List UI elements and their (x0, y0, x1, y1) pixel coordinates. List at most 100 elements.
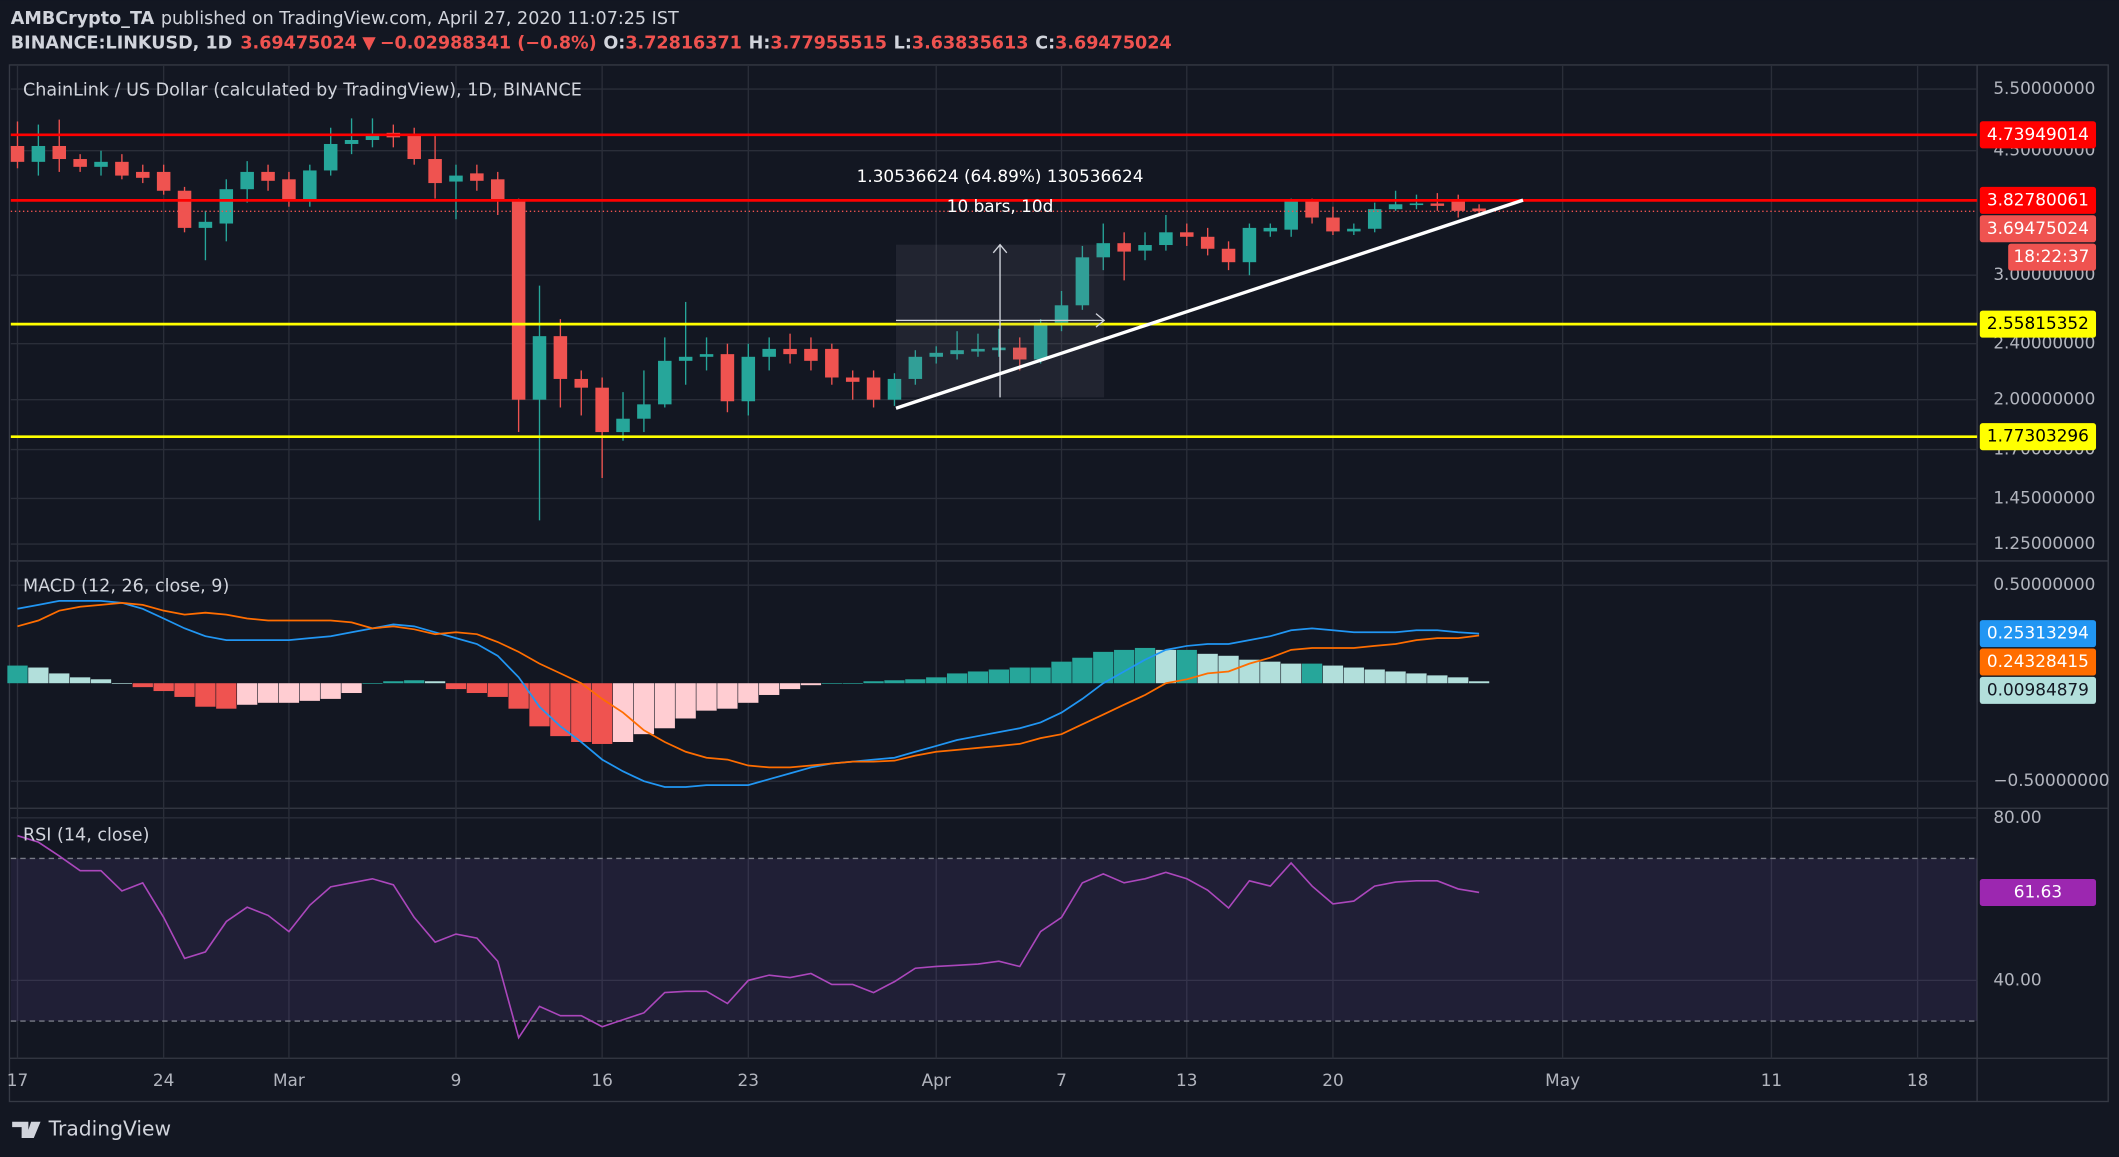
histogram-bar (49, 673, 70, 684)
candle-body (762, 348, 776, 357)
histogram-bar (28, 667, 49, 684)
candle-body (1117, 243, 1131, 252)
candle-body (595, 387, 609, 433)
x-tick-label: 20 (1322, 1070, 1343, 1090)
candle-body (720, 354, 735, 402)
candle-body (1263, 227, 1278, 232)
histogram-bar (153, 683, 174, 692)
histogram-bar (1176, 649, 1197, 684)
candle-body (553, 336, 568, 379)
rsi-value-label-box (1979, 878, 2097, 906)
candle-body (804, 348, 818, 361)
histogram-bar (1009, 667, 1030, 684)
histogram-bar (404, 680, 425, 684)
level-label-box (1979, 423, 2097, 451)
candle-body (929, 352, 943, 357)
ohlc-value: 3.69475024 (1055, 33, 1172, 53)
rsi-line (17, 834, 1480, 1040)
histogram-bar (550, 683, 571, 737)
measure-sub: 10 bars, 10d (947, 196, 1054, 216)
ohlc-label: L: (894, 33, 912, 53)
countdown: 18:22:37 (2014, 246, 2090, 266)
symbol-line: BINANCE:LINKUSD, 1D 3.69475024 ▼ −0.0298834… (11, 33, 1172, 53)
histogram-bar (946, 673, 968, 684)
series-value-label-box (1979, 620, 2097, 648)
y-tick-label: 1.45000000 (1993, 487, 2095, 507)
logo (12, 1121, 41, 1138)
last-price-label: 3.69475024 (1987, 218, 2089, 238)
histogram-bar (633, 683, 655, 735)
x-tick-label: 18 (1907, 1070, 1928, 1090)
histogram-bar (884, 680, 905, 684)
candle-body (1075, 257, 1090, 306)
candle-body (783, 348, 797, 355)
histogram-bar (111, 683, 133, 684)
candle-body (1138, 245, 1152, 251)
candle-body (261, 171, 275, 181)
histogram-bar (424, 681, 446, 684)
symbol: BINANCE:LINKUSD, 1D (11, 33, 232, 53)
histogram-bar (967, 671, 989, 684)
x-tick-label: 11 (1761, 1070, 1782, 1090)
candle-body (1284, 201, 1298, 230)
candle-body (825, 348, 839, 378)
histogram-value-label-box (1979, 676, 2097, 704)
x-tick-label: 24 (153, 1070, 174, 1090)
trend-line (895, 198, 1524, 410)
candle-body (658, 360, 672, 405)
y-tick-label: 80.00 (1993, 807, 2041, 827)
candle-body (908, 356, 923, 379)
candle-body (971, 348, 985, 352)
level-label: 1.77303296 (1987, 426, 2089, 446)
histogram-bar (1427, 675, 1448, 684)
histogram-bar (278, 683, 300, 703)
candle-body (303, 170, 317, 202)
series-value-label: 0.24328415 (1987, 651, 2089, 671)
x-tick-label: Mar (273, 1070, 305, 1090)
x-tick-label: 9 (451, 1070, 462, 1090)
y-tick-label: 0.50000000 (1993, 574, 2095, 594)
histogram-bar (1406, 673, 1427, 684)
candle-body (866, 377, 881, 400)
histogram-bar (988, 669, 1009, 684)
ohlc-label: H: (749, 33, 771, 53)
candle-body (323, 143, 338, 171)
histogram-bar (487, 683, 508, 697)
candle-body (10, 145, 25, 162)
candle-body (845, 377, 860, 382)
ohlc-value: 3.72816371 (625, 33, 742, 53)
measure-arrowhead (992, 243, 1008, 254)
candle-body (1033, 322, 1048, 360)
histogram-bar (1322, 665, 1344, 684)
histogram-bar (800, 683, 822, 686)
x-tick-label: 17 (7, 1070, 28, 1090)
histogram-bar (383, 681, 404, 684)
histogram-bar (1197, 653, 1218, 684)
x-tick-label: 13 (1176, 1070, 1197, 1090)
candle-body (344, 139, 359, 144)
candle-body (511, 201, 526, 400)
histogram-bar (717, 683, 738, 709)
level-label: 4.73949014 (1987, 124, 2089, 144)
candle-body (1472, 208, 1486, 212)
axis-labels: 17 24 Mar 9 16 23 Apr 7 13 20 May 11 185.500000004.5… (7, 78, 2110, 1090)
histogram-bar (863, 681, 884, 684)
macd-pane-title: MACD (12, 26, close, 9) (23, 577, 229, 597)
histogram-bar (759, 683, 780, 695)
histogram-bar (132, 683, 153, 688)
histogram-bar (7, 665, 28, 684)
candle-body (282, 179, 296, 202)
candle-body (1305, 201, 1319, 218)
x-tick-label: Apr (922, 1070, 951, 1090)
x-tick-label: May (1545, 1070, 1580, 1090)
histogram-bar (1134, 647, 1156, 684)
histogram-bar (174, 683, 195, 697)
y-tick-label: −0.50000000 (1993, 770, 2109, 790)
candle-body (678, 356, 693, 361)
y-tick-label: 5.50000000 (1993, 78, 2095, 98)
last-price-label-box (1979, 215, 2097, 243)
candle-body (1221, 248, 1236, 263)
macd-line (17, 601, 1480, 769)
histogram-bar (1072, 657, 1093, 684)
